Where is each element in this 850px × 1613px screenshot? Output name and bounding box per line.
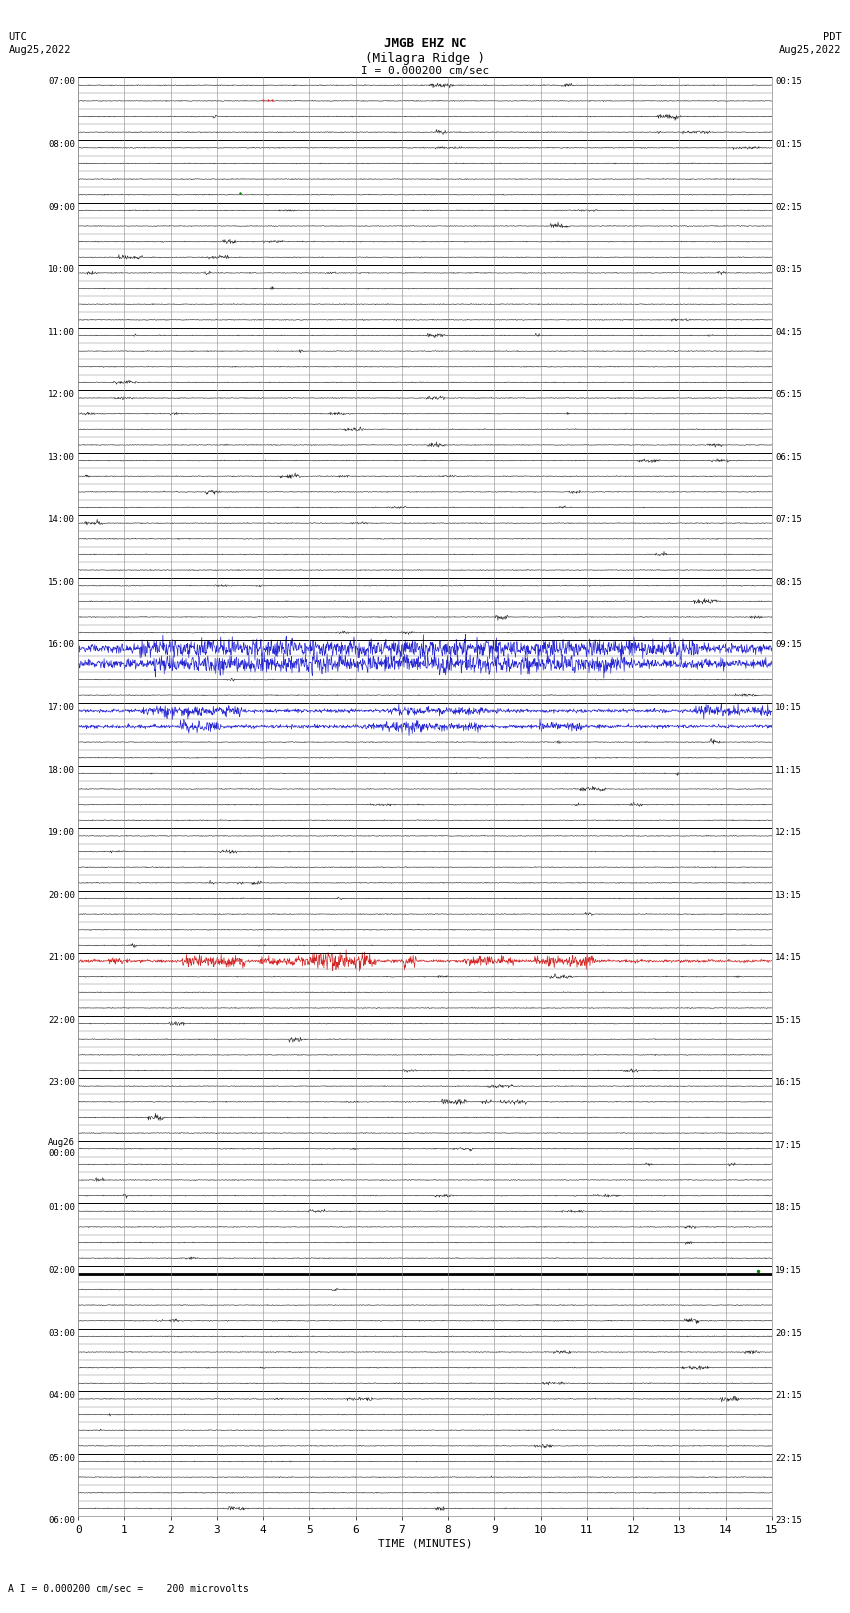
Text: 08:00: 08:00 [48, 140, 75, 148]
Text: 04:00: 04:00 [48, 1390, 75, 1400]
Text: 07:15: 07:15 [775, 515, 802, 524]
Text: 21:15: 21:15 [775, 1390, 802, 1400]
Text: A I = 0.000200 cm/sec =    200 microvolts: A I = 0.000200 cm/sec = 200 microvolts [8, 1584, 249, 1594]
Text: Aug25,2022: Aug25,2022 [8, 45, 71, 55]
Text: 15:15: 15:15 [775, 1016, 802, 1024]
Text: 14:00: 14:00 [48, 515, 75, 524]
Text: 10:00: 10:00 [48, 265, 75, 274]
Text: 15:00: 15:00 [48, 577, 75, 587]
Text: 09:15: 09:15 [775, 640, 802, 650]
Text: 17:00: 17:00 [48, 703, 75, 711]
Text: 17:15: 17:15 [775, 1140, 802, 1150]
Text: 11:15: 11:15 [775, 766, 802, 774]
Text: (Milagra Ridge ): (Milagra Ridge ) [365, 52, 485, 65]
Text: 22:15: 22:15 [775, 1453, 802, 1463]
Text: 04:15: 04:15 [775, 327, 802, 337]
Text: 08:15: 08:15 [775, 577, 802, 587]
Text: 19:15: 19:15 [775, 1266, 802, 1274]
Text: 06:00: 06:00 [48, 1516, 75, 1526]
Text: Aug26: Aug26 [48, 1137, 75, 1147]
Text: 20:15: 20:15 [775, 1329, 802, 1337]
Text: 02:15: 02:15 [775, 203, 802, 211]
Text: 13:00: 13:00 [48, 453, 75, 461]
Text: JMGB EHZ NC: JMGB EHZ NC [383, 37, 467, 50]
Text: 01:15: 01:15 [775, 140, 802, 148]
Text: UTC: UTC [8, 32, 27, 42]
Text: 18:00: 18:00 [48, 766, 75, 774]
Text: I = 0.000200 cm/sec: I = 0.000200 cm/sec [361, 66, 489, 76]
Text: 05:00: 05:00 [48, 1453, 75, 1463]
Text: 11:00: 11:00 [48, 327, 75, 337]
Text: 14:15: 14:15 [775, 953, 802, 963]
Text: 00:15: 00:15 [775, 77, 802, 87]
Text: 23:00: 23:00 [48, 1079, 75, 1087]
Text: 06:15: 06:15 [775, 453, 802, 461]
Text: 10:15: 10:15 [775, 703, 802, 711]
Text: 01:00: 01:00 [48, 1203, 75, 1213]
Text: 03:15: 03:15 [775, 265, 802, 274]
Text: 05:15: 05:15 [775, 390, 802, 398]
Text: 13:15: 13:15 [775, 890, 802, 900]
X-axis label: TIME (MINUTES): TIME (MINUTES) [377, 1539, 473, 1548]
Text: 12:00: 12:00 [48, 390, 75, 398]
Text: 19:00: 19:00 [48, 827, 75, 837]
Text: 03:00: 03:00 [48, 1329, 75, 1337]
Text: 09:00: 09:00 [48, 203, 75, 211]
Text: 23:15: 23:15 [775, 1516, 802, 1526]
Text: 18:15: 18:15 [775, 1203, 802, 1213]
Text: 12:15: 12:15 [775, 827, 802, 837]
Text: 20:00: 20:00 [48, 890, 75, 900]
Text: 00:00: 00:00 [48, 1148, 75, 1158]
Text: 21:00: 21:00 [48, 953, 75, 963]
Text: PDT: PDT [823, 32, 842, 42]
Text: 07:00: 07:00 [48, 77, 75, 87]
Text: 22:00: 22:00 [48, 1016, 75, 1024]
Text: 16:00: 16:00 [48, 640, 75, 650]
Text: 16:15: 16:15 [775, 1079, 802, 1087]
Text: 02:00: 02:00 [48, 1266, 75, 1274]
Text: Aug25,2022: Aug25,2022 [779, 45, 842, 55]
